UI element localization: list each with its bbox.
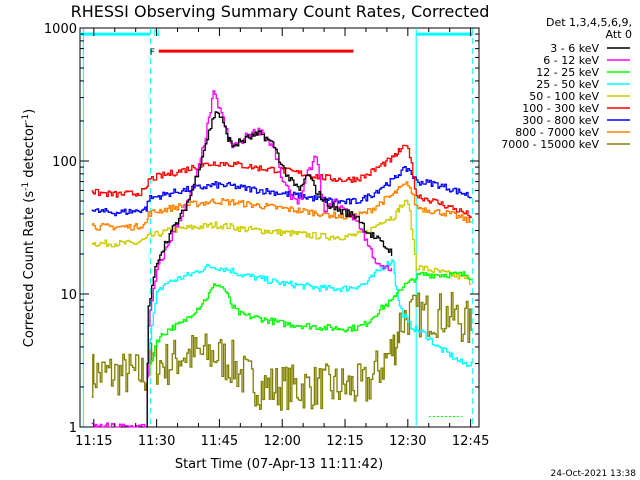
series-line-7 xyxy=(91,181,472,231)
y-tick-label: 10 xyxy=(60,288,77,303)
legend-label: 6 - 12 keV xyxy=(543,54,599,67)
plot-frame xyxy=(79,27,480,428)
series-line-2 xyxy=(148,271,472,376)
x-axis-label: Start Time (07-Apr-13 11:11:42) xyxy=(175,457,383,472)
x-tick-label: 12:45 xyxy=(452,434,489,449)
legend-header-line: Det 1,3,4,5,6,9, xyxy=(546,16,632,29)
legend-label: 800 - 7000 keV xyxy=(515,126,599,139)
y-tick-label: 1000 xyxy=(44,22,77,37)
legend-label: 7000 - 15000 keV xyxy=(501,138,599,151)
legend-label: 12 - 25 keV xyxy=(536,66,599,79)
x-tick-label: 11:45 xyxy=(201,434,238,449)
legend-label: 25 - 50 keV xyxy=(536,78,599,91)
plot-area: FN 11:1511:3011:4512:0012:1512:3012:4511… xyxy=(44,22,489,449)
chart-title: RHESSI Observing Summary Count Rates, Co… xyxy=(71,2,490,21)
legend-header-line: Att 0 xyxy=(606,28,632,41)
legend-label: 50 - 100 keV xyxy=(529,90,599,103)
x-tick-label: 12:30 xyxy=(389,434,426,449)
x-tick-label: 12:00 xyxy=(263,434,300,449)
series-layer xyxy=(91,90,472,428)
series-line-0 xyxy=(146,111,393,428)
series-line-3 xyxy=(148,259,472,367)
legend-label: 300 - 800 keV xyxy=(522,114,599,127)
x-tick-label: 12:15 xyxy=(326,434,363,449)
x-tick-label: 11:15 xyxy=(75,434,112,449)
axes-ticks: 11:15 11:30 11:45 12:00 12:15 12:30 12:45 1 10 10… xyxy=(44,22,489,449)
series-line-6 xyxy=(91,166,472,217)
legend-label: 3 - 6 keV xyxy=(550,42,599,55)
x-tick-label: 11:30 xyxy=(138,434,175,449)
y-axis-label: Corrected Count Rate (s-1 detector-1) xyxy=(21,109,37,347)
series-line-4 xyxy=(91,199,472,285)
flare-label: F xyxy=(150,48,155,58)
footer-timestamp: 24-Oct-2021 13:38 xyxy=(551,469,637,479)
y-tick-label: 1 xyxy=(69,421,77,436)
series-line-8 xyxy=(91,291,472,411)
legend-label: 100 - 300 keV xyxy=(522,102,599,115)
y-tick-label: 100 xyxy=(52,155,77,170)
